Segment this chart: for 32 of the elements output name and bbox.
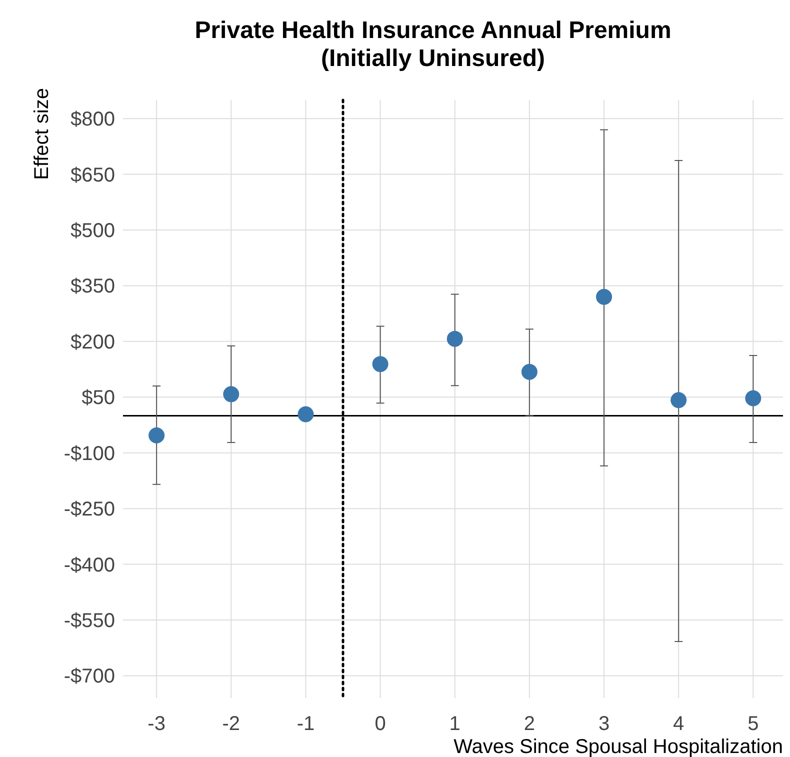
y-tick-label: -$700: [64, 666, 115, 688]
x-tick-label: -1: [296, 713, 315, 735]
point: [223, 386, 240, 402]
point: [596, 288, 612, 305]
y-tick-label: $50: [82, 387, 115, 410]
y-tick-label: $350: [70, 276, 115, 298]
point: [148, 427, 165, 444]
y-tick-label: $650: [70, 164, 115, 186]
y-tick-label: -$100: [64, 442, 115, 465]
point: [298, 406, 314, 422]
x-tick-label: -2: [222, 713, 240, 735]
point: [372, 356, 388, 372]
y-tick-label: -$250: [64, 498, 115, 521]
y-tick-label: $200: [70, 331, 115, 354]
y-axis-title: Effect size: [31, 88, 53, 180]
point: [521, 364, 538, 380]
y-tick-label: -$400: [64, 554, 115, 576]
x-tick-label: 2: [524, 713, 536, 735]
chart-title: Private Health Insurance Annual Premium (Initially Uninsured): [194, 17, 672, 72]
x-tick-label: 5: [748, 713, 759, 735]
y-tick-label: $800: [70, 108, 115, 131]
x-tick-label: 1: [449, 713, 460, 735]
point: [745, 390, 762, 406]
x-axis-title: Waves Since Spousal Hospitalization: [454, 736, 783, 757]
x-tick-label: -3: [148, 713, 166, 735]
y-tick-label: -$550: [64, 610, 115, 632]
y-tick-label: $500: [70, 220, 115, 242]
point: [670, 392, 687, 408]
x-tick-label: 4: [673, 713, 684, 735]
x-tick-label: 3: [598, 713, 610, 735]
point: [446, 330, 463, 347]
x-tick-label: 0: [374, 713, 386, 735]
